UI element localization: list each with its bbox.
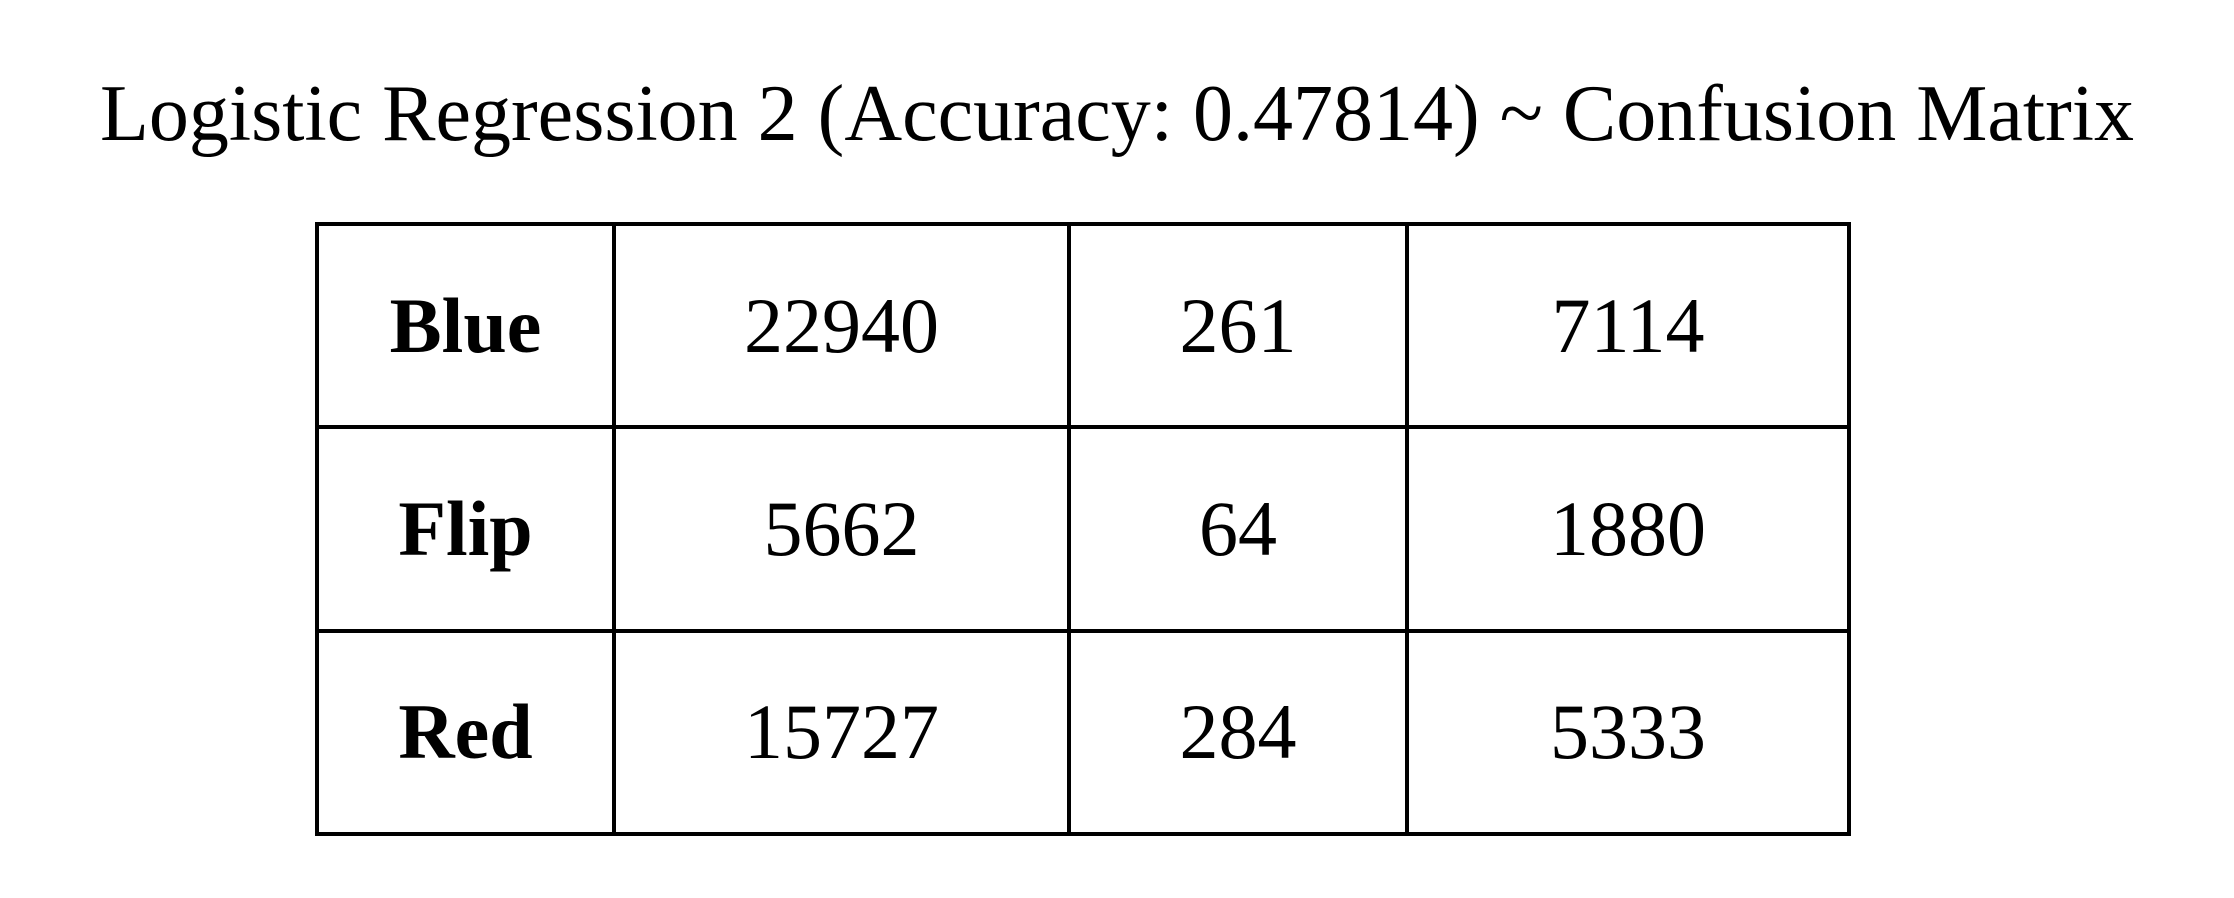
matrix-cell: 5333 (1405, 628, 1851, 837)
matrix-cell: 7114 (1405, 221, 1851, 430)
matrix-cell: 64 (1067, 425, 1409, 633)
table-row: Flip 5662 64 1880 (315, 425, 1851, 633)
matrix-cell: 5662 (612, 425, 1071, 633)
confusion-matrix-table: Blue 22940 261 7114 Flip 5662 64 1880 Re… (315, 221, 1851, 837)
chart-title: Logistic Regression 2 (Accuracy: 0.47814… (99, 70, 2135, 158)
table-row: Red 15727 284 5333 (315, 628, 1851, 837)
row-label-blue: Blue (315, 221, 616, 430)
matrix-cell: 261 (1067, 221, 1409, 430)
row-label-flip: Flip (315, 425, 616, 633)
table-row: Blue 22940 261 7114 (315, 221, 1851, 430)
row-label-red: Red (315, 628, 616, 837)
matrix-cell: 15727 (612, 628, 1071, 837)
matrix-cell: 284 (1067, 628, 1409, 837)
matrix-cell: 22940 (612, 221, 1071, 430)
matrix-cell: 1880 (1405, 425, 1851, 633)
